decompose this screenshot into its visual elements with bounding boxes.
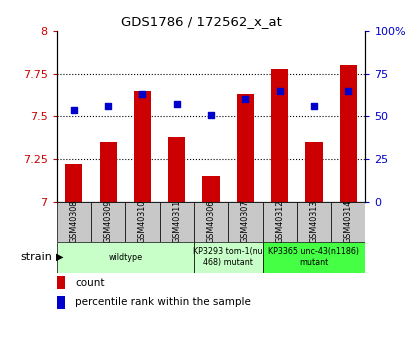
Point <box>105 104 112 109</box>
Text: ▶: ▶ <box>56 252 63 262</box>
Bar <box>305 142 323 202</box>
Text: KP3365 unc-43(n1186)
mutant: KP3365 unc-43(n1186) mutant <box>268 247 360 267</box>
Point <box>310 104 318 109</box>
Bar <box>100 142 117 202</box>
Point <box>71 107 77 112</box>
Text: GDS1786 / 172562_x_at: GDS1786 / 172562_x_at <box>121 16 282 29</box>
Text: percentile rank within the sample: percentile rank within the sample <box>75 297 251 307</box>
Text: GSM40310: GSM40310 <box>138 200 147 243</box>
Bar <box>57 241 194 273</box>
Bar <box>262 202 297 242</box>
Text: wildtype: wildtype <box>108 253 142 262</box>
Point <box>242 97 249 102</box>
Bar <box>262 241 365 273</box>
Bar <box>57 202 91 242</box>
Bar <box>57 296 65 309</box>
Bar <box>168 137 185 202</box>
Bar <box>331 202 365 242</box>
Bar <box>297 202 331 242</box>
Text: GSM40308: GSM40308 <box>69 200 79 243</box>
Bar <box>271 69 288 202</box>
Text: GSM40307: GSM40307 <box>241 200 250 243</box>
Text: count: count <box>75 278 105 288</box>
Bar <box>160 202 194 242</box>
Bar <box>194 202 228 242</box>
Text: GSM40312: GSM40312 <box>275 200 284 243</box>
Bar <box>134 91 151 202</box>
Bar <box>237 94 254 202</box>
Bar <box>65 164 82 202</box>
Bar <box>125 202 160 242</box>
Bar <box>194 241 262 273</box>
Text: GSM40313: GSM40313 <box>310 200 318 243</box>
Bar <box>202 176 220 202</box>
Text: GSM40314: GSM40314 <box>344 200 353 243</box>
Bar <box>57 276 65 289</box>
Point <box>345 88 352 93</box>
Bar <box>228 202 262 242</box>
Point <box>173 102 180 107</box>
Text: GSM40306: GSM40306 <box>207 200 215 243</box>
Text: GSM40311: GSM40311 <box>172 200 181 243</box>
Point <box>208 112 215 118</box>
Text: GSM40309: GSM40309 <box>104 200 113 243</box>
Bar <box>91 202 125 242</box>
Text: KP3293 tom-1(nu
468) mutant: KP3293 tom-1(nu 468) mutant <box>193 247 263 267</box>
Text: strain: strain <box>21 252 52 262</box>
Point <box>139 91 146 97</box>
Point <box>276 88 283 93</box>
Bar <box>340 65 357 202</box>
